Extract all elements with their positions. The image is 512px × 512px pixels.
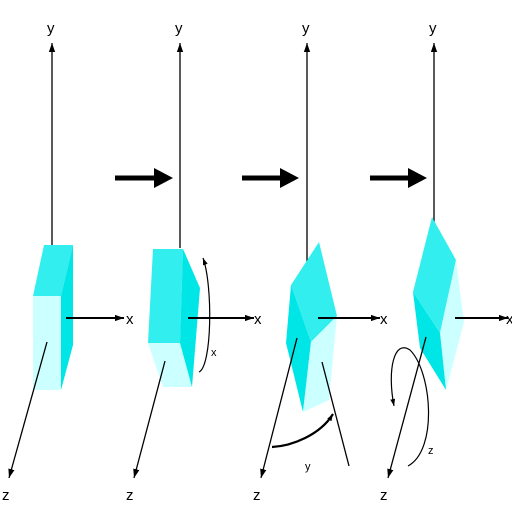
x-axis-label: x [380, 311, 388, 328]
rotation-axis-label: y [305, 461, 311, 473]
rotated-edge-line [321, 361, 350, 467]
right-arrow-icon [370, 168, 427, 188]
panel-rotate-y: y x z y [253, 20, 388, 504]
x-axis-label: x [126, 311, 134, 328]
x-axis-label: x [506, 311, 512, 328]
z-axis-line [387, 336, 427, 479]
right-arrow-icon [242, 168, 299, 188]
box-top-face [33, 245, 73, 296]
z-axis-label: z [380, 487, 388, 504]
rotation-axis-label: x [211, 347, 217, 359]
box-top-face [148, 249, 183, 343]
box-side-face [440, 260, 464, 390]
y-axis-label: y [175, 20, 183, 37]
box-front-face [286, 285, 311, 412]
x-axis-label: x [254, 311, 262, 328]
z-axis-line [8, 341, 48, 479]
curved-arrow-icon [390, 347, 430, 467]
box-shape [413, 217, 464, 390]
z-axis-line [260, 337, 298, 479]
box-top-face [413, 217, 456, 333]
box-front-face [148, 343, 192, 387]
box-front-face [413, 292, 446, 390]
right-arrow-icon [115, 168, 173, 188]
y-axis-label: y [302, 20, 310, 37]
z-axis-label: z [2, 487, 10, 504]
z-axis-label: z [126, 487, 134, 504]
z-axis-label: z [253, 487, 261, 504]
box-shape [286, 242, 337, 412]
y-axis-label: y [47, 20, 55, 37]
curved-arrow-icon [198, 257, 211, 373]
z-axis-line [133, 360, 166, 479]
panel-rotate-x: y x z x [126, 20, 262, 504]
panel-initial: y x z [2, 20, 134, 504]
rotation-axis-label: z [428, 445, 434, 457]
panel-rotate-z: y x z z [380, 20, 512, 504]
curved-arrow-icon [271, 413, 334, 449]
y-axis-label: y [429, 20, 437, 37]
